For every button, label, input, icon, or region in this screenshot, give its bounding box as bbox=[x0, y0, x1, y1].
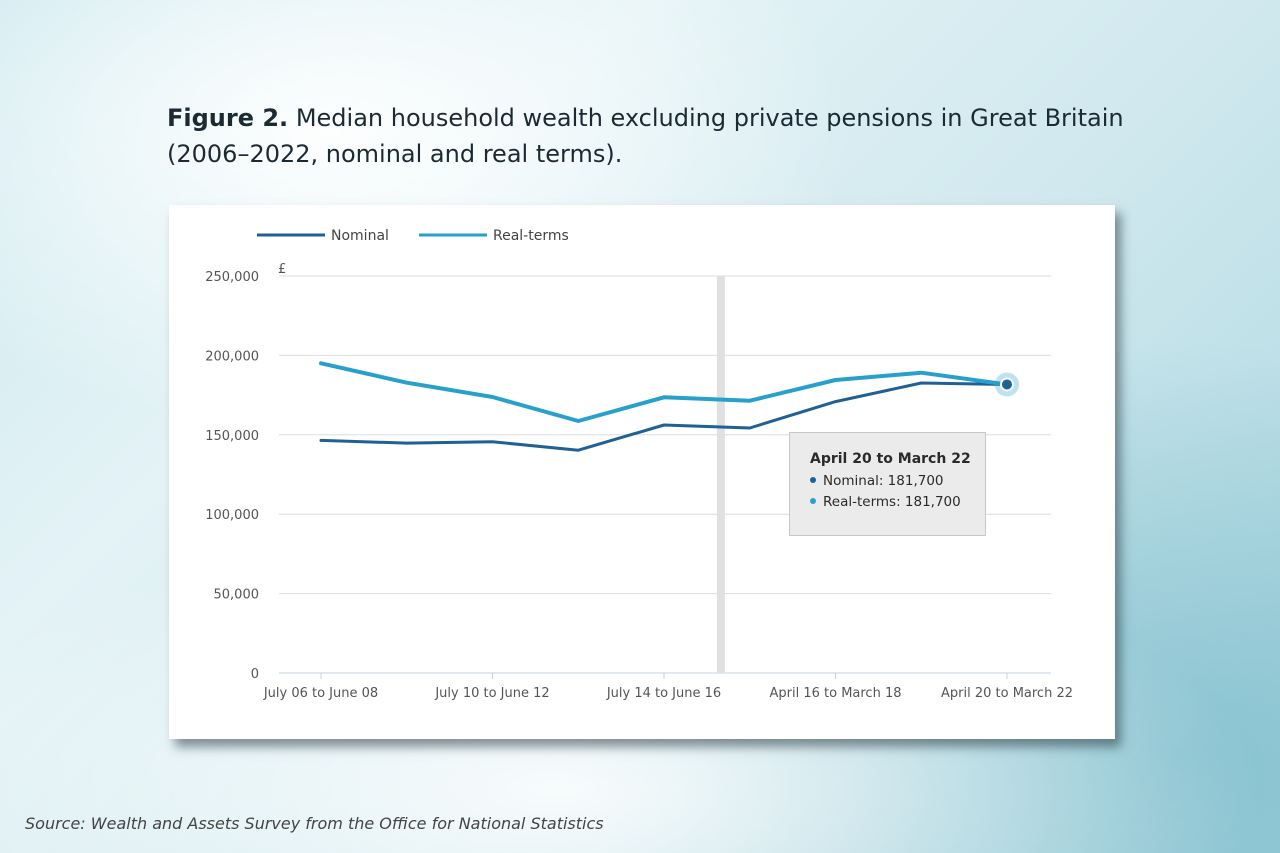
y-tick-label: 150,000 bbox=[205, 429, 259, 444]
chart-tooltip: April 20 to March 22 Nominal: 181,700 Re… bbox=[789, 432, 986, 536]
figure-title: Figure 2. Median household wealth exclud… bbox=[167, 100, 1167, 172]
tooltip-value-nominal: Nominal: 181,700 bbox=[823, 473, 944, 489]
source-note: Source: Wealth and Assets Survey from th… bbox=[25, 814, 604, 833]
figure-title-text: Median household wealth excluding privat… bbox=[167, 104, 1124, 168]
x-tick-label: July 10 to June 12 bbox=[434, 686, 549, 701]
y-axis-ticks: 0 50,000 100,000 150,000 200,000 250,000 bbox=[205, 270, 259, 682]
hover-point[interactable] bbox=[1000, 377, 1014, 392]
tooltip-dot-nominal bbox=[810, 477, 816, 483]
legend-label-real-terms: Real-terms bbox=[493, 228, 569, 244]
series-line-nominal bbox=[319, 381, 1009, 452]
figure-label: Figure 2. bbox=[167, 104, 289, 132]
x-tick-label: April 20 to March 22 bbox=[941, 686, 1073, 701]
x-tick-label: April 16 to March 18 bbox=[769, 686, 901, 701]
line-chart: Nominal Real-terms £ 0 50,000 100,000 150,0… bbox=[205, 228, 1073, 701]
tooltip-title: April 20 to March 22 bbox=[810, 451, 971, 467]
tooltip-dot-real-terms bbox=[810, 498, 816, 504]
y-tick-label: 100,000 bbox=[205, 508, 259, 523]
legend-label-nominal: Nominal bbox=[331, 228, 389, 244]
tooltip-value-real-terms: Real-terms: 181,700 bbox=[823, 494, 961, 510]
chart-legend: Nominal Real-terms bbox=[257, 228, 569, 244]
y-tick-label: 50,000 bbox=[214, 588, 260, 603]
chart-series bbox=[319, 361, 1019, 452]
y-axis-unit: £ bbox=[278, 262, 286, 277]
x-tick-label: July 06 to June 08 bbox=[263, 686, 378, 701]
y-tick-label: 0 bbox=[251, 667, 259, 682]
tooltip-row-real-terms: Real-terms: 181,700 bbox=[810, 492, 985, 513]
tooltip-row-nominal: Nominal: 181,700 bbox=[810, 471, 985, 492]
y-tick-label: 200,000 bbox=[205, 349, 259, 364]
y-tick-label: 250,000 bbox=[205, 270, 259, 285]
hover-highlight-band bbox=[716, 276, 725, 673]
series-line-real-terms bbox=[319, 361, 1009, 423]
chart-card: Nominal Real-terms £ 0 50,000 100,000 150,0… bbox=[169, 205, 1115, 739]
x-tick-label: July 14 to June 16 bbox=[606, 686, 721, 701]
x-axis-ticks: July 06 to June 08 July 10 to June 12 July… bbox=[263, 673, 1073, 701]
